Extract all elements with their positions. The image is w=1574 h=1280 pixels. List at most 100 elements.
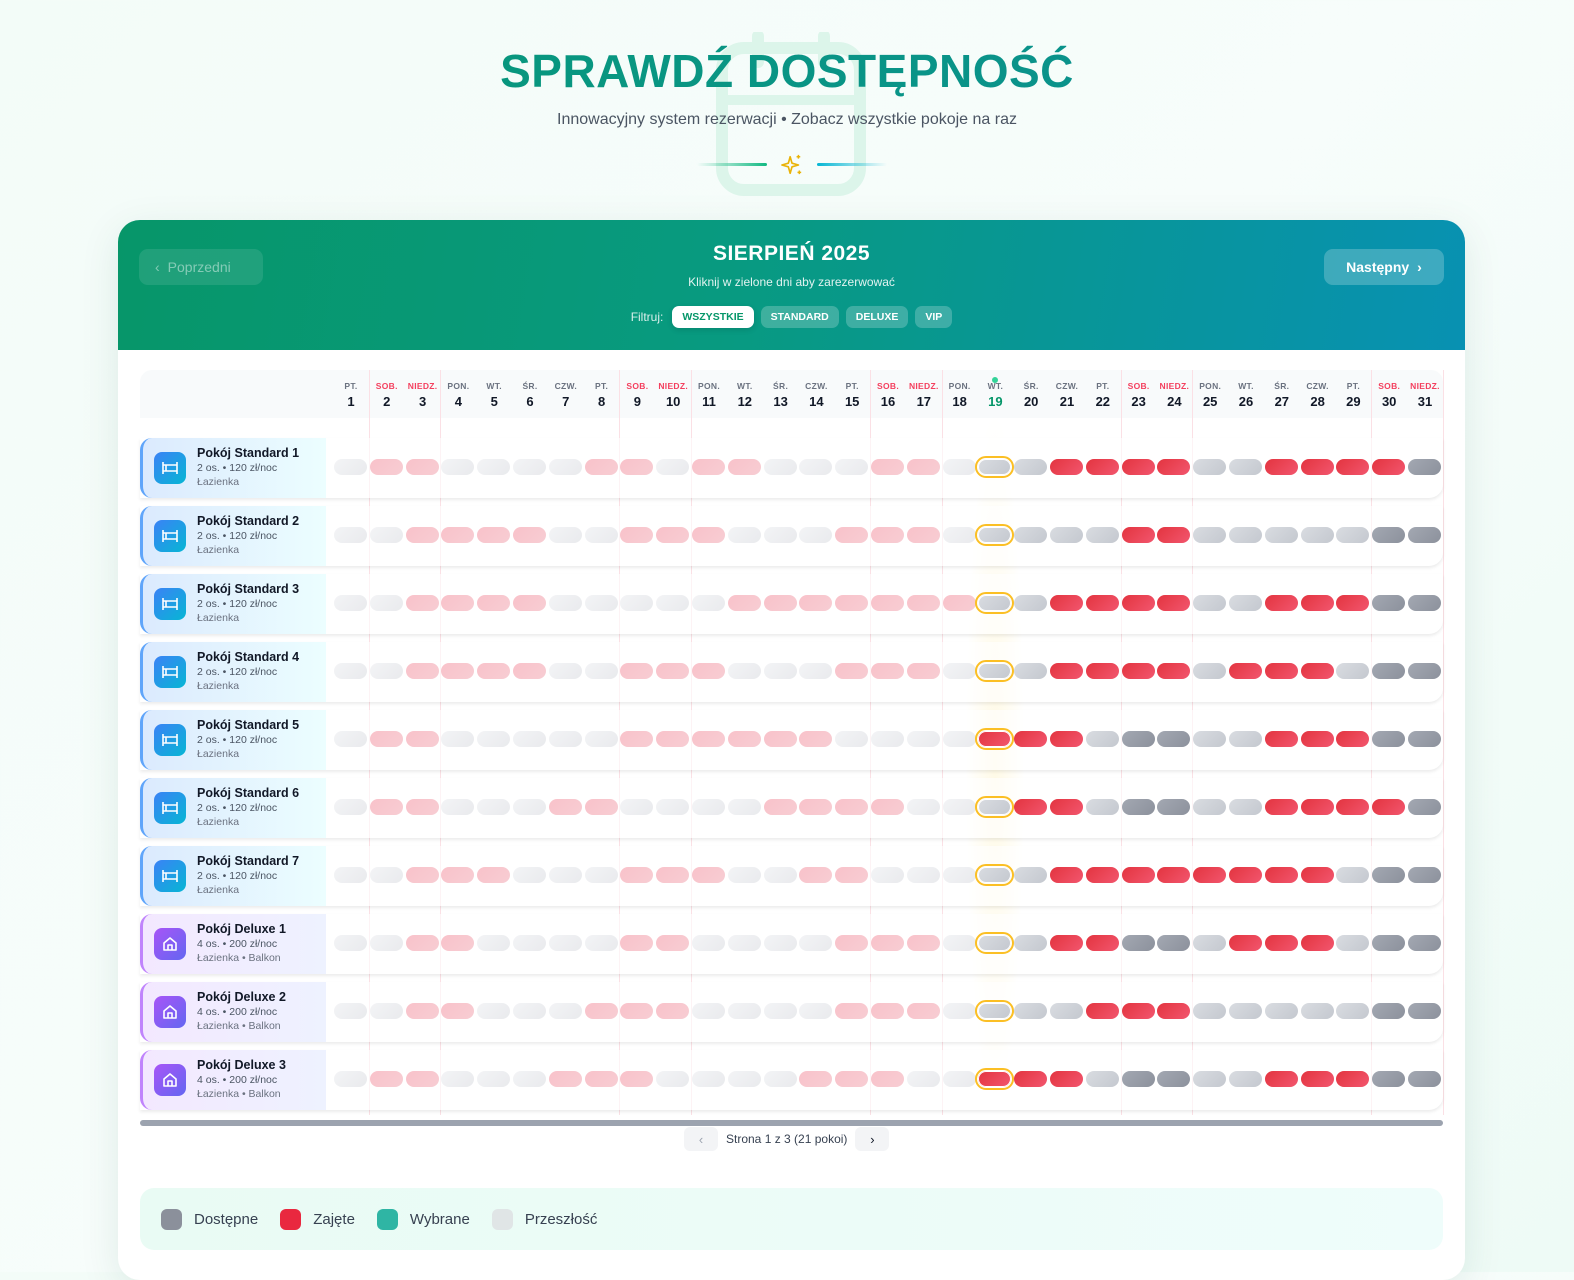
day-cell-available[interactable]: [1408, 1003, 1441, 1019]
day-cell-available[interactable]: [1193, 663, 1227, 679]
filter-chip-standard[interactable]: STANDARD: [760, 306, 839, 328]
day-cell-available[interactable]: [1372, 663, 1406, 679]
day-cell-available[interactable]: [1372, 731, 1406, 747]
day-cell-available[interactable]: [1229, 731, 1262, 747]
day-cell-available[interactable]: [1408, 527, 1441, 543]
day-cell-available[interactable]: [1372, 527, 1406, 543]
day-cell-available[interactable]: [1229, 799, 1262, 815]
day-cell-available[interactable]: [1157, 799, 1191, 815]
horizontal-scrollbar[interactable]: [140, 1120, 1443, 1126]
day-cell-available[interactable]: [1229, 527, 1262, 543]
day-cell-available[interactable]: [1193, 799, 1227, 815]
day-header: WT. 12: [727, 381, 763, 409]
day-cell-available[interactable]: [1229, 595, 1262, 611]
day-cell-available[interactable]: [1014, 663, 1048, 679]
room-label[interactable]: Pokój Standard 1 2 os. • 120 zł/noc Łazien…: [140, 438, 326, 498]
day-cell-available[interactable]: [1408, 867, 1441, 883]
day-cell-available[interactable]: [1157, 1071, 1191, 1087]
day-cell-available[interactable]: [1014, 1003, 1048, 1019]
day-cell-available[interactable]: [1408, 1071, 1441, 1087]
day-cell-available[interactable]: [1372, 1003, 1406, 1019]
day-cell-available[interactable]: [1193, 731, 1227, 747]
day-cell-available[interactable]: [1014, 459, 1048, 475]
day-cell-available[interactable]: [1336, 1003, 1370, 1019]
day-cell-available[interactable]: [975, 932, 1015, 954]
next-month-button[interactable]: Następny ›: [1324, 249, 1444, 285]
previous-page-button[interactable]: ‹: [684, 1127, 718, 1151]
day-cell-available[interactable]: [1336, 527, 1370, 543]
day-cell-available[interactable]: [1121, 935, 1155, 951]
legend-label: Zajęte: [313, 1210, 355, 1228]
day-cell-available[interactable]: [1050, 1003, 1083, 1019]
day-cell-available[interactable]: [1085, 731, 1119, 747]
room-label[interactable]: Pokój Standard 7 2 os. • 120 zł/noc Łazien…: [140, 846, 326, 906]
day-cell-available[interactable]: [1229, 1003, 1262, 1019]
day-cell-available[interactable]: [975, 1000, 1015, 1022]
day-cell-available[interactable]: [1121, 799, 1155, 815]
day-cell-available[interactable]: [975, 660, 1015, 682]
room-label[interactable]: Pokój Standard 6 2 os. • 120 zł/noc Łazien…: [140, 778, 326, 838]
filter-chip-wszystkie[interactable]: WSZYSTKIE: [672, 306, 754, 328]
day-cell-available[interactable]: [1408, 595, 1441, 611]
day-cell-available[interactable]: [1085, 799, 1119, 815]
previous-month-button[interactable]: ‹ Poprzedni: [139, 249, 263, 285]
day-cell-available[interactable]: [1193, 459, 1227, 475]
room-label[interactable]: Pokój Standard 4 2 os. • 120 zł/noc Łazien…: [140, 642, 326, 702]
day-cell-available[interactable]: [1408, 935, 1441, 951]
filter-chip-vip[interactable]: VIP: [915, 306, 953, 328]
day-cell-available[interactable]: [975, 456, 1015, 478]
day-cell-available[interactable]: [975, 524, 1015, 546]
day-cell-available[interactable]: [1193, 1003, 1227, 1019]
day-header: ŚR. 27: [1264, 381, 1300, 409]
day-cell-available[interactable]: [1264, 527, 1298, 543]
room-label[interactable]: Pokój Standard 3 2 os. • 120 zł/noc Łazien…: [140, 574, 326, 634]
day-cell-available[interactable]: [975, 592, 1015, 614]
day-cell-available[interactable]: [1336, 663, 1370, 679]
day-cell-available[interactable]: [1121, 731, 1155, 747]
day-cell-available[interactable]: [1014, 867, 1048, 883]
day-cell-available[interactable]: [1408, 459, 1441, 475]
day-cell-available[interactable]: [1050, 527, 1083, 543]
day-cell-available[interactable]: [1372, 595, 1406, 611]
day-cell-available[interactable]: [1372, 867, 1406, 883]
day-cell-available[interactable]: [1014, 595, 1048, 611]
day-cell-available[interactable]: [1229, 459, 1262, 475]
day-cell-available[interactable]: [1085, 1071, 1119, 1087]
day-cell-available[interactable]: [1193, 1071, 1227, 1087]
next-page-button[interactable]: ›: [855, 1127, 890, 1151]
day-cell-available[interactable]: [1121, 1071, 1155, 1087]
day-cell-booked: [1229, 663, 1262, 679]
day-cell-available[interactable]: [1336, 935, 1370, 951]
day-cell-available[interactable]: [1336, 867, 1370, 883]
room-label[interactable]: Pokój Deluxe 3 4 os. • 200 zł/noc Łazienka…: [140, 1050, 326, 1110]
day-cell-available[interactable]: [1300, 1003, 1334, 1019]
day-cell-available[interactable]: [1193, 595, 1227, 611]
day-cell-past: [334, 1003, 367, 1019]
day-cell-available[interactable]: [1264, 1003, 1298, 1019]
room-label[interactable]: Pokój Deluxe 2 4 os. • 200 zł/noc Łazienka…: [140, 982, 326, 1042]
room-label[interactable]: Pokój Deluxe 1 4 os. • 200 zł/noc Łazienka…: [140, 914, 326, 974]
day-cell-available[interactable]: [1300, 527, 1334, 543]
day-number: 13: [773, 394, 788, 409]
room-label[interactable]: Pokój Standard 5 2 os. • 120 zł/noc Łazien…: [140, 710, 326, 770]
day-cell-available[interactable]: [1085, 527, 1119, 543]
day-cell-available[interactable]: [1193, 527, 1227, 543]
day-cell-available[interactable]: [1014, 527, 1048, 543]
day-cell-available[interactable]: [975, 796, 1015, 818]
day-cell-available[interactable]: [1408, 731, 1441, 747]
day-cell-available[interactable]: [1229, 1071, 1262, 1087]
day-cell-past-booked: [906, 935, 940, 951]
day-cell-available[interactable]: [1193, 935, 1227, 951]
day-cell-available[interactable]: [1408, 799, 1441, 815]
day-cell-available[interactable]: [1408, 663, 1441, 679]
day-cell-past-booked: [369, 731, 403, 747]
day-cell-available[interactable]: [1157, 731, 1191, 747]
day-cell-available[interactable]: [1014, 935, 1048, 951]
room-label[interactable]: Pokój Standard 2 2 os. • 120 zł/noc Łazien…: [140, 506, 326, 566]
day-cell-available[interactable]: [1372, 1071, 1406, 1087]
day-of-week: ŚR.: [1274, 381, 1290, 391]
day-cell-available[interactable]: [1372, 935, 1406, 951]
day-cell-available[interactable]: [975, 864, 1015, 886]
day-cell-available[interactable]: [1157, 935, 1191, 951]
filter-chip-deluxe[interactable]: DELUXE: [845, 306, 909, 328]
